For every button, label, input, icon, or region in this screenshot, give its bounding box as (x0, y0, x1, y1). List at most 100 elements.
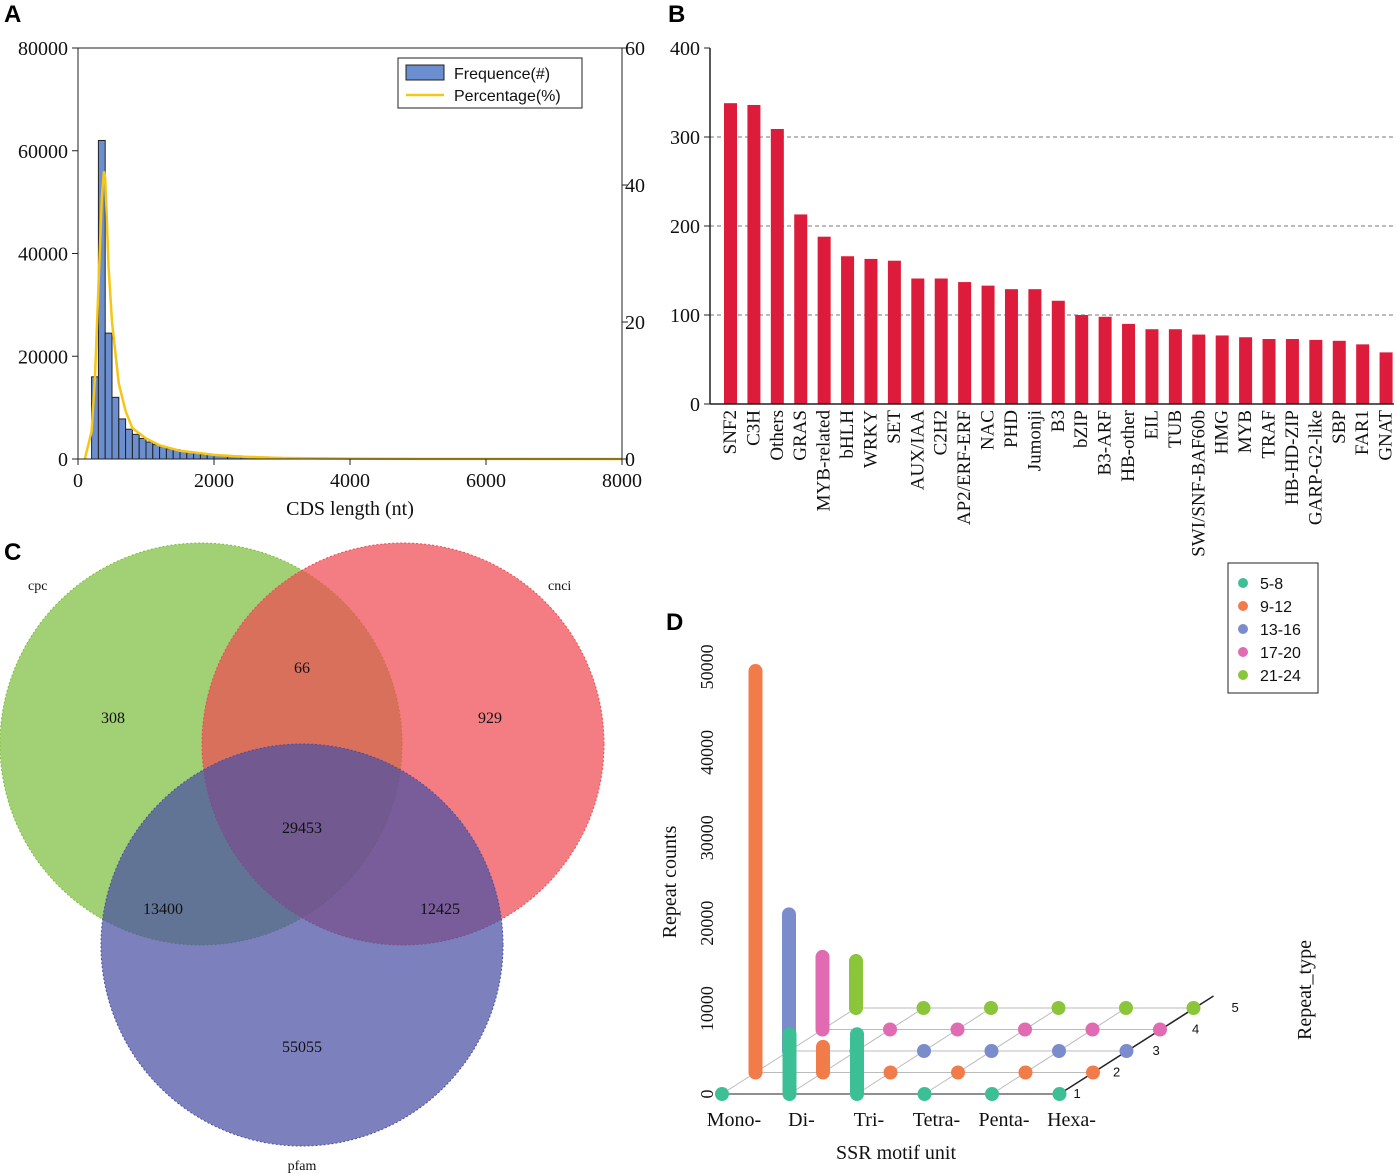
bar (1098, 316, 1112, 404)
z-tick-label: 1 (1074, 1086, 1081, 1101)
category-label: bZIP (1071, 410, 1092, 448)
bar (934, 278, 948, 404)
repeat-point (916, 1001, 931, 1015)
panel-label-a: A (4, 1, 21, 28)
bar (1051, 300, 1065, 404)
region-count-cnci_pfam: 12425 (420, 901, 460, 918)
bar (958, 282, 972, 404)
set-label-cnci: cnci (548, 579, 571, 594)
x-tick-label: Tri- (854, 1109, 884, 1131)
region-count-pfam_only: 55055 (282, 1039, 322, 1056)
repeat-point (917, 1087, 932, 1101)
category-label: bHLH (837, 410, 858, 459)
category-label: MYB-related (814, 410, 835, 512)
y-tick-label: 10000 (697, 986, 717, 1031)
x-axis-label: CDS length (nt) (286, 498, 414, 520)
category-label: C3H (743, 410, 764, 446)
category-label: PHD (1001, 410, 1022, 448)
repeat-point (1085, 1022, 1100, 1037)
y-tick-label: 80000 (18, 38, 68, 60)
category-label: NAC (978, 410, 999, 450)
bar (1004, 289, 1018, 404)
y-tick-label: 30000 (697, 815, 717, 860)
ssr-3d-panel: 1 2 3 4 5 Mono- Di- Tri- Tetra- Penta- Hexa- SSR mo… (659, 562, 1319, 1164)
repeat-point (1018, 1065, 1033, 1080)
histogram-bar (111, 396, 120, 460)
legend-marker (1238, 647, 1248, 657)
histogram-bar (145, 441, 154, 460)
category-label: SWI/SNF-BAF60b (1188, 410, 1209, 557)
category-label: GRAS (790, 410, 811, 461)
bar (1192, 334, 1206, 404)
y-tick-label: 400 (670, 38, 700, 60)
category-label: C2H2 (931, 410, 952, 455)
repeat-point (950, 1022, 965, 1037)
region-count-cpc_cnci: 66 (294, 660, 310, 677)
legend-label: 13-16 (1260, 622, 1301, 639)
histogram-bar (131, 433, 140, 460)
repeat-point (917, 1044, 931, 1058)
bar (981, 285, 995, 404)
repeat-point (985, 1087, 999, 1101)
legend-marker (1238, 624, 1248, 634)
histogram-bar (125, 428, 133, 460)
y2-tick-label: 20 (625, 312, 645, 334)
legend-marker (1238, 601, 1248, 611)
category-label: Others (767, 410, 788, 461)
bar (794, 214, 808, 404)
bar (817, 236, 831, 404)
y-tick-label: 20000 (697, 901, 717, 946)
legend-marker (1238, 578, 1248, 588)
bar (1215, 335, 1229, 404)
legend-label-frequence: Frequence(#) (454, 66, 550, 83)
histogram-bar (118, 418, 127, 460)
category-label: FAR1 (1352, 410, 1373, 455)
histogram-bar (159, 446, 167, 460)
region-count-cnci_only: 929 (478, 710, 502, 727)
x-tick-label: 2000 (194, 470, 234, 492)
category-label: B3 (1048, 410, 1069, 432)
legend-swatch-frequence (405, 64, 445, 81)
bar (1285, 339, 1299, 404)
bar (1168, 329, 1182, 404)
venn-circle-pfam (100, 743, 504, 1147)
repeat-point (1153, 1022, 1167, 1037)
x-tick-label: 6000 (466, 470, 506, 492)
y2-tick-label: 40 (625, 175, 645, 197)
panel-label-b: B (668, 1, 685, 28)
category-label: HB-HD-ZIP (1282, 410, 1303, 505)
x-tick-label: 8000 (602, 470, 642, 492)
bar (1379, 352, 1393, 404)
bar (1239, 337, 1253, 404)
bar (1122, 323, 1136, 404)
percentage-line (83, 171, 623, 461)
x-tick-label: 4000 (330, 470, 370, 492)
x-tick-label: Hexa- (1047, 1109, 1096, 1131)
z-axis (1059, 995, 1214, 1095)
category-label: SET (884, 410, 905, 444)
tf-family-bar-panel: SNF2 C3H Others GRAS MYB-related bHLH WRKY SET A… (670, 38, 1397, 557)
category-label: HB-other (1118, 409, 1139, 481)
repeat-point (1119, 1044, 1134, 1058)
y-axis-label: Repeat counts (659, 825, 681, 938)
region-count-cpc_only: 308 (101, 710, 125, 727)
x-tick-label: Di- (788, 1109, 815, 1131)
category-label: EIL (1141, 410, 1162, 440)
legend-label-percentage: Percentage(%) (454, 88, 561, 105)
y-tick-label: 60000 (18, 141, 68, 163)
category-label: AP2/ERF-ERF (954, 410, 975, 525)
bar (911, 278, 925, 404)
x-axis-label: SSR motif unit (836, 1142, 956, 1164)
z-tick-label: 2 (1113, 1065, 1120, 1080)
category-label: SBP (1329, 410, 1350, 444)
x-tick-label: Penta- (978, 1109, 1029, 1131)
legend-label: 21-24 (1260, 668, 1301, 685)
bar (1028, 289, 1042, 404)
bar (1309, 339, 1323, 404)
bar (770, 128, 784, 405)
category-label: AUX/IAA (907, 410, 928, 490)
category-label: Jumonji (1024, 410, 1045, 471)
category-label: SNF2 (720, 410, 741, 454)
region-count-cpc_pfam: 13400 (143, 901, 183, 918)
